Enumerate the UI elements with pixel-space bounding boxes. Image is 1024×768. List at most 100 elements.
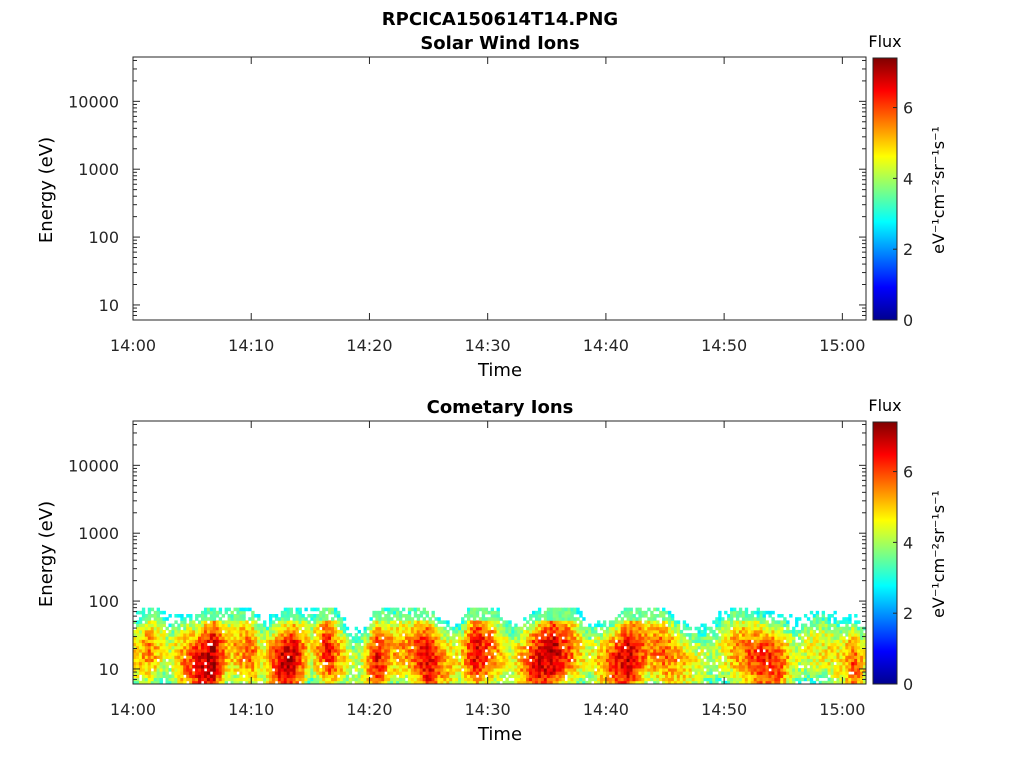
spectrogram-cell [700,639,704,644]
spectrogram-cell [809,623,814,628]
spectrogram-cell [437,639,441,644]
spectrogram-cell [266,636,270,640]
spectrogram-cell [597,661,601,666]
spectrogram-cell [700,661,704,666]
spectrogram-cell [700,642,704,647]
spectrogram-cell [659,626,663,631]
spectrogram-cell [833,680,837,684]
spectrogram-cell [727,649,731,653]
spectrogram-cell [384,633,388,637]
spectrogram-cell [549,617,554,621]
spectrogram-cell [493,626,497,631]
spectrogram-cell [135,626,140,631]
spectrogram-cell [298,623,302,628]
spectrogram-cell [588,677,592,682]
spectrogram-cell [585,655,589,659]
spectrogram-cell [289,614,294,618]
spectrogram-cell [410,668,415,672]
spectrogram-cell [644,645,648,650]
spectrogram-cell [295,674,299,679]
spectrogram-cell [490,664,494,669]
spectrogram-cell [815,658,820,663]
spectrogram-cell [546,668,551,672]
spectrogram-cell [750,668,755,672]
spectrogram-cell [144,668,149,672]
spectrogram-cell [803,664,808,669]
spectrogram-cell [741,614,746,618]
spectrogram-cell [434,626,438,631]
spectrogram-cell [706,642,710,647]
spectrogram-cell [301,680,305,684]
spectrogram-cell [611,677,616,682]
spectrogram-cell [558,645,562,650]
spectrogram-cell [452,652,456,656]
spectrogram-cell [366,652,370,656]
spectrogram-cell [496,614,500,618]
spectrogram-cell [732,658,737,663]
spectrogram-cell [777,626,781,631]
spectrogram-cell [242,636,246,640]
spectrogram-cell [670,623,675,628]
spectrogram-cell [425,629,429,634]
spectrogram-cell [274,652,279,656]
spectrogram-cell [348,642,353,647]
spectrogram-cell [673,661,678,666]
spectrogram-cell [289,664,294,669]
spectrogram-cell [496,680,500,684]
spectrogram-cell [626,671,630,675]
spectrogram-cell [440,671,444,675]
spectrogram-cell [437,674,441,679]
spectrogram-cell [449,674,453,679]
spectrogram-cell [579,614,583,618]
spectrogram-cell [629,677,633,682]
spectrogram-cell [280,636,285,640]
spectrogram-cell [685,652,690,656]
spectrogram-cell [670,649,675,653]
spectrogram-cell [732,661,737,666]
spectrogram-cell [517,639,521,644]
spectrogram-cell [254,633,258,637]
spectrogram-cell [428,629,432,634]
spectrogram-cell [206,629,211,634]
spectrogram-cell [286,671,291,675]
spectrogram-cell [396,655,400,659]
spectrogram-cell [310,674,314,679]
spectrogram-cell [490,607,494,612]
spectrogram-cell [546,642,551,647]
spectrogram-cell [653,636,657,640]
spectrogram-cell [159,626,163,631]
spectrogram-cell [390,623,394,628]
spectrogram-cell [670,661,675,666]
spectrogram-cell [623,655,627,659]
spectrogram-cell [552,610,557,615]
spectrogram-cell [357,645,361,650]
spectrogram-cell [487,642,492,647]
spectrogram-cell [555,642,560,647]
spectrogram-cell [620,620,625,624]
spectrogram-cell [260,668,264,672]
spectrogram-cell [588,642,592,647]
spectrogram-cell [585,664,589,669]
spectrogram-cell [215,620,220,624]
spectrogram-cell [529,633,533,637]
spectrogram-cell [792,645,796,650]
spectrogram-cell [741,680,746,684]
spectrogram-cell [676,652,681,656]
spectrogram-cell [375,649,379,653]
spectrogram-cell [730,655,734,659]
spectrogram-cell [558,620,562,624]
spectrogram-cell [212,680,217,684]
spectrogram-cell [659,674,663,679]
spectrogram-cell [464,633,468,637]
spectrogram-cell [481,655,486,659]
spectrogram-cell [369,617,373,621]
spectrogram-cell [277,674,282,679]
spectrogram-cell [561,626,565,631]
spectrogram-cell [215,626,220,631]
spectrogram-cell [147,655,152,659]
spectrogram-cell [333,642,338,647]
spectrogram-cell [594,674,598,679]
spectrogram-cell [789,661,793,666]
spectrogram-cell [647,626,651,631]
spectrogram-cell [292,671,296,675]
